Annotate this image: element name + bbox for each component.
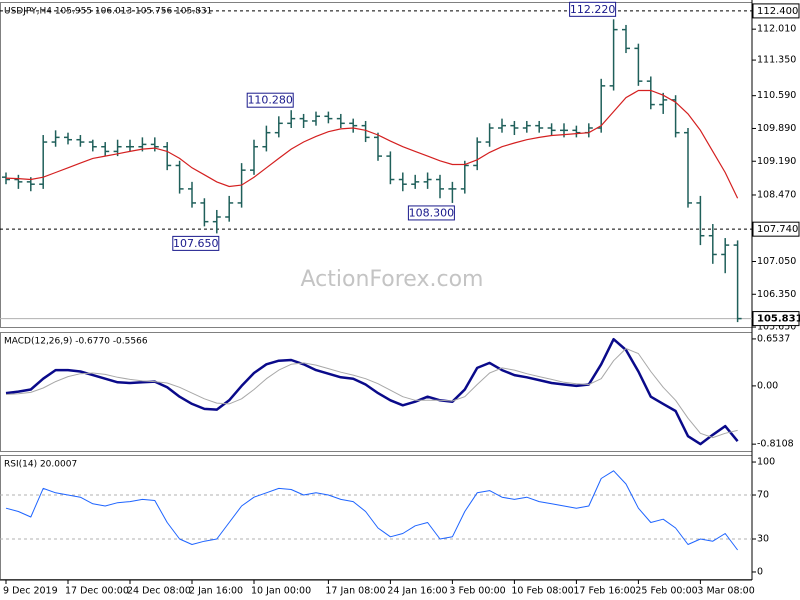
y-tick-label: 30 (757, 533, 769, 544)
watermark: ActionForex.com (301, 267, 484, 292)
y-tick-label: 0.6537 (757, 333, 790, 344)
y-tick-label: 109.890 (757, 123, 796, 134)
y-tick-label: -0.8108 (757, 439, 794, 450)
y-tick-label: 109.190 (757, 156, 796, 167)
x-tick-label: 2 Jan 16:00 (189, 586, 243, 597)
annotation-box (246, 92, 294, 108)
level-label: 112.400 (757, 6, 798, 17)
annotation-box (569, 1, 617, 17)
x-tick-label: 24 Dec 08:00 (127, 586, 191, 597)
level-box (752, 3, 800, 19)
annotation-label: 112.220 (570, 3, 616, 16)
x-tick-label: 10 Jan 00:00 (251, 586, 311, 597)
x-tick-label: 17 Feb 16:00 (573, 586, 635, 597)
y-tick-label: 111.350 (757, 55, 796, 66)
y-tick-label: 112.010 (757, 24, 796, 35)
moving-average (5, 89, 739, 199)
y-tick-label: 106.350 (757, 289, 796, 300)
panel-title: MACD(12,26,9) -0.6770 -0.5566 (4, 337, 148, 347)
x-tick-label: 17 Dec 00:00 (65, 586, 129, 597)
annotation-label: 108.300 (409, 206, 455, 219)
y-tick-label: 107.050 (757, 256, 796, 267)
x-tick-label: 3 Feb 00:00 (449, 586, 505, 597)
y-tick-label: 110.590 (757, 90, 796, 101)
y-tick-label: 105.650 (757, 322, 796, 333)
y-tick-label: 70 (757, 490, 769, 501)
current-price-label: 105.831 (757, 314, 800, 325)
annotation-box (172, 235, 220, 251)
panel-title: USDJPY,H4 105.955 106.013 105.756 105.83… (4, 7, 212, 17)
x-tick-label: 9 Dec 2019 (3, 586, 58, 597)
annotation-label: 107.650 (173, 237, 219, 250)
level-label: 107.740 (757, 224, 798, 235)
x-tick-label: 10 Feb 08:00 (511, 586, 573, 597)
x-tick-label: 3 Mar 08:00 (697, 586, 754, 597)
y-tick-label: 108.470 (757, 189, 796, 200)
indicator-line (5, 337, 739, 446)
y-tick-label: 0.00 (757, 380, 778, 391)
annotation-label: 110.280 (247, 94, 293, 107)
y-tick-label: 100 (757, 457, 775, 468)
panel-title: RSI(14) 20.0007 (4, 460, 77, 470)
annotation-box (407, 205, 455, 221)
x-tick-label: 17 Jan 08:00 (325, 586, 385, 597)
indicator-line (5, 470, 738, 551)
x-tick-label: 24 Jan 16:00 (387, 586, 447, 597)
level-box (752, 221, 800, 237)
x-tick-label: 25 Feb 00:00 (635, 586, 697, 597)
indicator-line (5, 348, 738, 439)
y-tick-label: 0 (757, 566, 763, 577)
panel-frame (0, 455, 753, 580)
current-price-box (752, 311, 800, 327)
